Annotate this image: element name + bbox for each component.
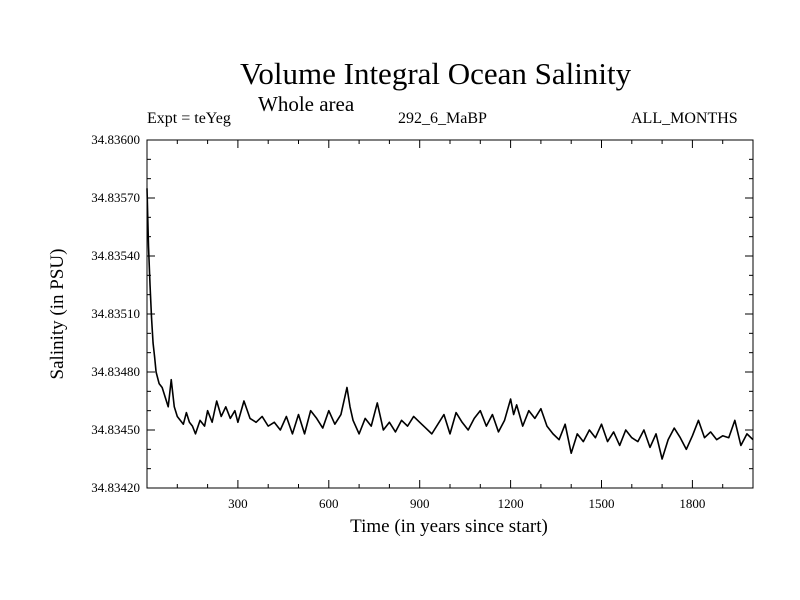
salinity-series-line (146, 188, 754, 460)
x-tick-label: 900 (410, 496, 430, 511)
experiment-label: Expt = teYeg (147, 110, 231, 127)
x-tick-labels: 300 600 900 1200 1500 1800 (228, 496, 705, 511)
axis-ticks (147, 139, 753, 489)
y-tick-label: 34.83420 (91, 480, 140, 495)
x-tick-label: 300 (228, 496, 248, 511)
period-label: 292_6_MaBP (398, 110, 487, 127)
y-tick-labels: 34.83420 34.83450 34.83480 34.83510 34.83540… (91, 132, 140, 495)
y-axis-label: Salinity (in PSU) (47, 249, 68, 380)
chart-subtitle: Whole area (258, 92, 355, 116)
y-tick-label: 34.83450 (91, 422, 140, 437)
y-tick-label: 34.83510 (91, 306, 140, 321)
plot-frame (146, 139, 754, 489)
x-tick-label: 1800 (679, 496, 705, 511)
months-label: ALL_MONTHS (631, 110, 738, 127)
x-tick-label: 1200 (498, 496, 524, 511)
chart-title: Volume Integral Ocean Salinity (240, 56, 632, 91)
x-tick-label: 1500 (589, 496, 615, 511)
y-tick-label: 34.83540 (91, 248, 140, 263)
y-tick-label: 34.83600 (91, 132, 140, 147)
x-tick-label: 600 (319, 496, 339, 511)
y-tick-label: 34.83480 (91, 364, 140, 379)
y-tick-label: 34.83570 (91, 190, 140, 205)
x-axis-label: Time (in years since start) (350, 516, 548, 537)
